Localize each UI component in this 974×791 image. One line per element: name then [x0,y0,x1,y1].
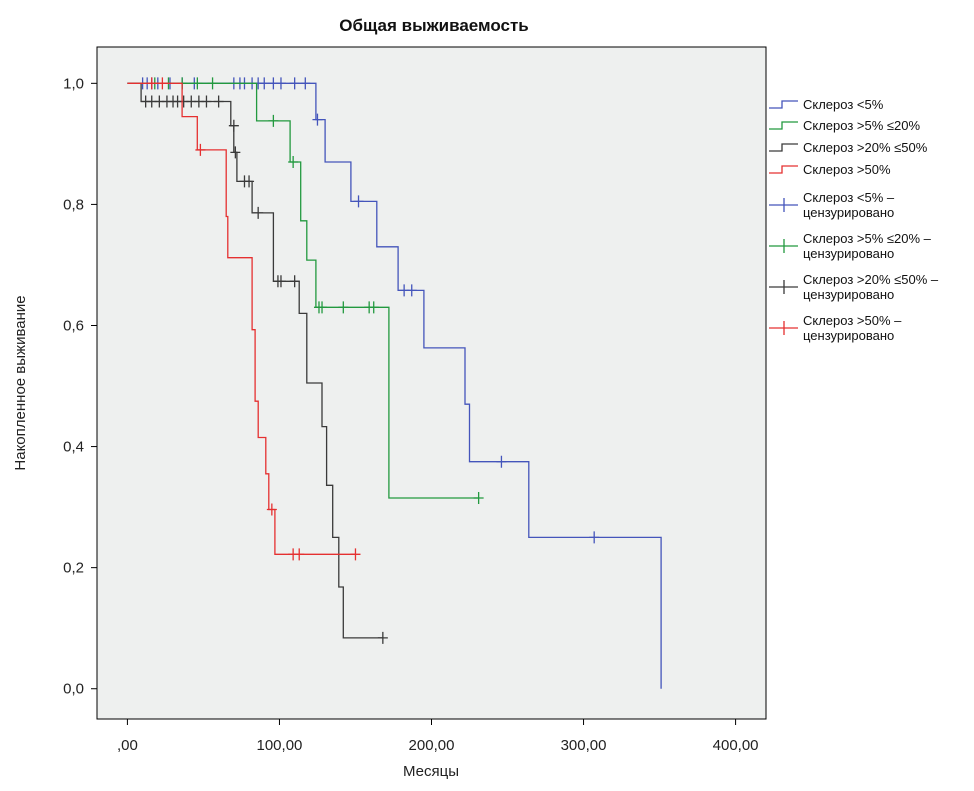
censor-mark [288,156,299,169]
series-4-line [127,82,356,555]
censor-mark [253,206,264,219]
series-3 [127,82,388,644]
censor-mark [353,195,364,208]
legend-censored-entry: Склероз >5% ≤20% – цензурировано [803,231,932,261]
x-tick-label: 200,00 [409,737,455,754]
legend-entry: Склероз >50% [803,162,891,177]
censor-mark [207,77,218,90]
censor-mark [289,77,300,90]
censor-mark [244,175,255,188]
chart-title: Общая выживаемость [339,16,529,35]
legend-entry: Склероз >20% ≤50% [803,140,928,155]
y-tick-label: 0,2 [63,560,84,577]
censor-mark [195,143,206,156]
x-tick-label: 400,00 [713,737,759,754]
censor-mark [275,77,286,90]
censor-mark [300,77,311,90]
legend-censored-entry: Склероз <5% – цензурировано [803,190,895,220]
plot-area [97,47,766,719]
legend-step-swatch [769,165,798,174]
censor-mark [230,146,241,159]
y-tick-label: 1,0 [63,75,84,92]
x-tick-label: 300,00 [561,737,607,754]
legend-step-swatch [769,143,798,152]
legend-censored-entry: Склероз >20% ≤50% – цензурировано [803,272,939,302]
censor-mark [317,301,328,314]
censor-mark [228,119,239,132]
series-1-line [127,82,662,689]
legend-censor-swatch [769,198,798,212]
legend-step-swatch [769,100,798,109]
x-tick-label: ,00 [117,737,138,754]
censor-mark [473,492,484,505]
series-2 [127,77,484,505]
plot-frame [96,46,767,720]
y-tick-label: 0,0 [63,681,84,698]
censor-mark [589,531,600,544]
legend-step-swatch [769,121,798,130]
legend: Склероз <5% Склероз >5% ≤20% Склероз >20% … [769,97,939,343]
censor-mark [275,275,286,288]
censor-mark [289,275,300,288]
censor-mark [406,284,417,297]
y-tick-label: 0,8 [63,196,84,213]
y-tick-label: 0,4 [63,439,84,456]
legend-censor-swatch [769,321,798,335]
legend-entry: Склероз <5% [803,97,884,112]
censor-mark [266,503,277,516]
censor-mark [312,113,323,126]
censor-mark [377,631,388,644]
censor-mark [338,301,349,314]
series-4 [127,77,361,561]
legend-censor-swatch [769,280,798,294]
censor-mark [496,455,507,468]
series-layer [127,77,662,689]
censor-mark [201,95,212,108]
censor-mark [157,77,168,90]
x-tick-label: 100,00 [257,737,303,754]
legend-censored-entry: Склероз >50% – цензурировано [803,313,902,343]
legend-censor-swatch [769,239,798,253]
censor-mark [350,548,361,561]
x-axis-label: Месяцы [403,763,459,780]
censor-mark [146,77,157,90]
axis-ticks: ,00 100,00 200,00 300,00 400,00 0,0 0,2 0,4 0,6 0… [63,75,758,754]
legend-entry: Склероз >5% ≤20% [803,118,921,133]
censor-mark [213,95,224,108]
y-tick-label: 0,6 [63,317,84,334]
censor-mark [268,114,279,127]
censor-mark [192,77,203,90]
censor-mark [294,548,305,561]
censor-mark [368,301,379,314]
censor-mark [259,77,270,90]
y-axis-label: Накопленное выживание [12,295,29,470]
